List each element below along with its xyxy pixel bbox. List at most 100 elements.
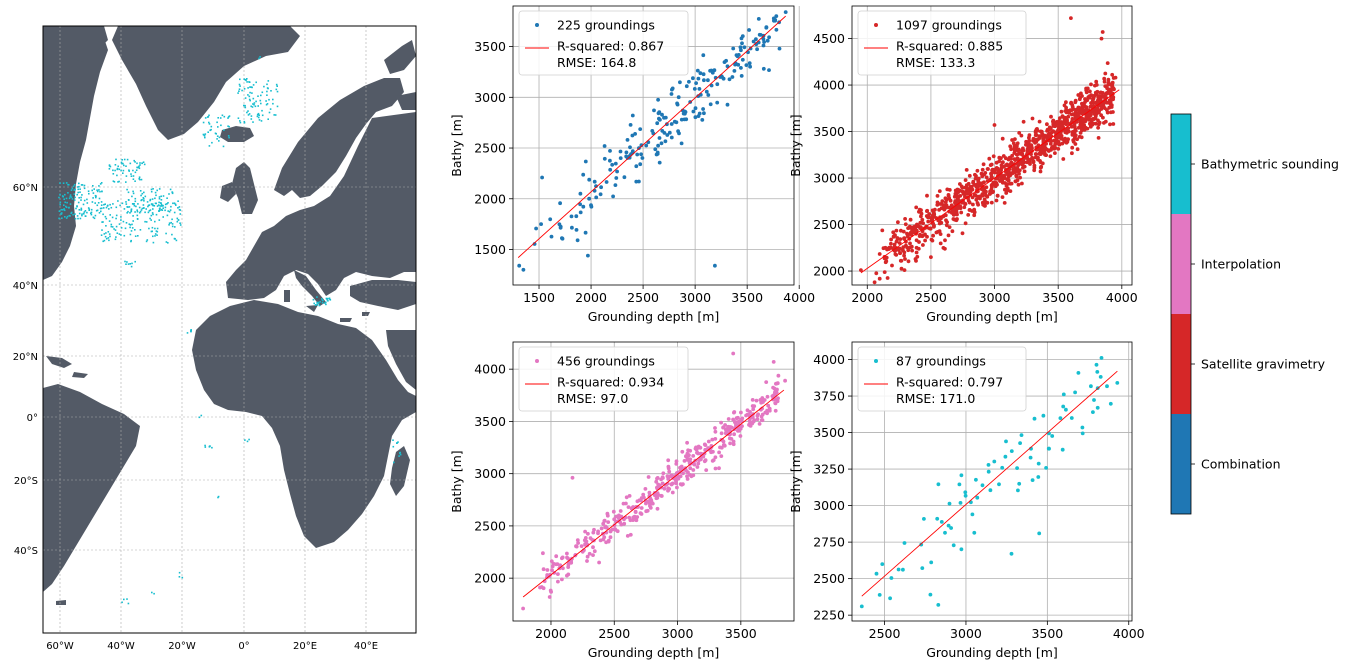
data-point [655,491,660,496]
map-point [168,224,170,226]
data-point [976,194,981,199]
data-point [713,455,718,460]
fit-line [522,389,785,598]
data-point [935,516,940,521]
map-point [266,103,269,105]
map-point [326,298,328,301]
map-point [260,94,262,97]
data-point [715,82,720,87]
map-point [155,230,158,232]
data-point [674,462,679,466]
data-point [634,516,639,520]
x-tick-label: 4000 [1113,626,1145,641]
data-point [608,149,612,153]
data-point [955,206,960,211]
data-point [738,45,743,50]
data-point [1080,431,1085,436]
map-point [152,208,154,210]
data-point [719,431,724,436]
map-point [140,209,143,211]
map-point [130,240,132,243]
map-point [227,117,229,119]
data-point [1004,184,1009,188]
map-point [168,210,171,213]
data-point [659,141,664,146]
map-point [211,141,213,144]
map-point [237,117,240,119]
map-point [142,207,145,209]
map-point [80,199,82,201]
data-point [693,446,698,451]
map-point [153,205,156,207]
data-point [985,194,990,199]
colorbar-segment [1171,314,1191,414]
data-point [967,200,972,205]
map-point [253,102,256,104]
map-point [100,234,103,236]
data-point [1066,114,1071,119]
map-point [249,86,251,88]
data-point [637,179,641,184]
data-point [754,37,758,42]
map-point [165,241,168,243]
data-point [728,441,732,446]
x-tick-label: 2000 [535,626,567,641]
data-point [697,111,702,116]
data-point [931,210,936,215]
data-point [643,498,648,503]
map-point [130,230,133,232]
map-point [134,171,137,174]
data-point [943,530,947,535]
data-point [1084,105,1089,110]
data-point [710,70,715,75]
map-point [102,207,105,209]
data-point [665,133,670,137]
data-point [740,34,745,38]
data-point [713,437,718,441]
data-point [1038,160,1043,165]
data-point [1068,108,1073,112]
map-point [116,232,119,234]
map-point [116,167,119,170]
map-point [260,120,263,122]
data-point [1006,168,1011,173]
data-point [1065,139,1070,144]
data-point [1038,169,1043,174]
map-point [392,445,395,448]
map-point [90,212,92,215]
map-point [216,138,218,140]
map-point [167,210,169,212]
data-point [545,568,550,572]
map-point [90,213,93,216]
data-point [1020,162,1025,167]
data-point [626,505,631,509]
data-point [700,118,705,122]
data-point [918,220,923,225]
data-point [767,408,772,413]
map-point [156,227,159,230]
data-point [1006,188,1010,193]
data-point [709,83,714,88]
map-point [263,85,265,88]
map-point [87,207,90,209]
data-point [752,404,757,408]
data-point [774,381,778,386]
data-point [717,450,721,455]
map-point [87,190,90,192]
data-point [742,45,747,50]
data-point [984,175,989,180]
data-point [675,485,679,490]
data-point [656,143,660,148]
map-point [399,453,402,456]
map-point [125,201,127,203]
map-point [128,169,130,171]
data-point [938,202,943,206]
data-point [992,123,997,127]
legend-rmse-label: RMSE: 97.0 [557,391,628,406]
map-point [250,115,253,117]
data-point [655,476,659,481]
data-point [1095,100,1100,105]
map-point [108,220,111,222]
data-point [893,233,897,238]
land-europe [226,112,416,300]
